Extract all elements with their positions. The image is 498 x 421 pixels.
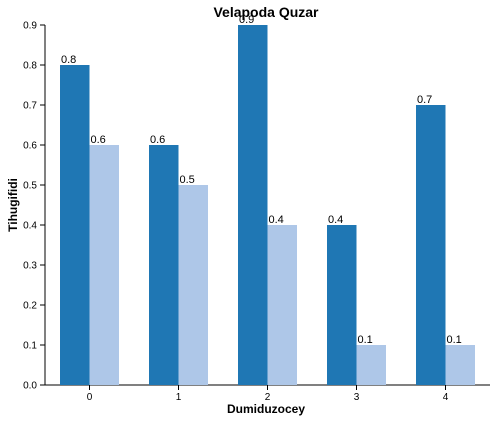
y-tick-label: 0.4 (23, 221, 37, 232)
bar-series-1-1 (149, 145, 179, 385)
y-tick-label: 0.8 (23, 61, 37, 72)
x-axis-label: Dumiduzocey (227, 402, 305, 416)
data-label: 0.1 (358, 334, 373, 346)
x-axis: 0 1 2 3 4 (45, 384, 490, 403)
chart-title: Velapoda Quzar (213, 4, 319, 20)
data-label: 0.9 (239, 14, 254, 26)
y-tick-label: 0.7 (23, 101, 37, 112)
data-label: 0.4 (328, 214, 343, 226)
x-tick-label: 1 (176, 392, 182, 403)
data-labels: 0.8 0.6 0.6 0.5 0.9 0.4 0.4 0.1 0.7 0.1 (61, 14, 462, 346)
data-label: 0.5 (180, 174, 195, 186)
bar-series-1-4 (416, 105, 446, 385)
y-tick-label: 0.5 (23, 181, 37, 192)
data-label: 0.8 (61, 54, 76, 66)
bars (60, 25, 475, 385)
bar-series-1-2 (238, 25, 268, 385)
data-label: 0.7 (417, 94, 432, 106)
bar-series-1-0 (60, 65, 90, 385)
y-axis: 0.0 0.1 0.2 0.3 0.4 0.5 0.6 0.7 0.8 0.9 (23, 21, 46, 392)
y-tick-label: 0.1 (23, 341, 37, 352)
y-tick-label: 0.2 (23, 301, 37, 312)
bar-series-2-1 (178, 185, 208, 385)
y-tick-label: 0.9 (23, 21, 37, 32)
y-axis-label: Tihugifidi (6, 178, 20, 232)
data-label: 0.4 (269, 214, 284, 226)
x-tick-label: 4 (443, 392, 449, 403)
bar-series-2-0 (89, 145, 119, 385)
y-tick-label: 0.0 (23, 381, 37, 392)
y-tick-label: 0.6 (23, 141, 37, 152)
bar-series-2-4 (445, 345, 475, 385)
x-tick-label: 0 (87, 392, 93, 403)
bar-series-2-2 (267, 225, 297, 385)
bar-series-1-3 (327, 225, 357, 385)
x-tick-label: 3 (354, 392, 360, 403)
x-tick-label: 2 (265, 392, 271, 403)
data-label: 0.1 (447, 334, 462, 346)
data-label: 0.6 (150, 134, 165, 146)
data-label: 0.6 (91, 134, 106, 146)
y-tick-label: 0.3 (23, 261, 37, 272)
bar-series-2-3 (356, 345, 386, 385)
